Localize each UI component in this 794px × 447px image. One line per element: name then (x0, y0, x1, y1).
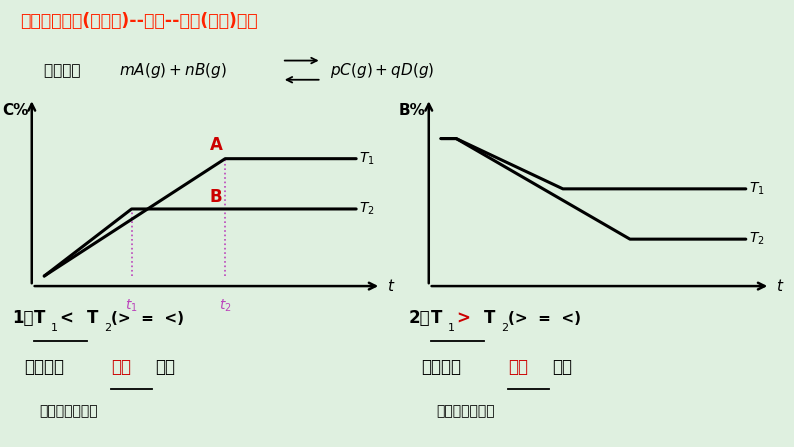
Text: 放热: 放热 (508, 358, 528, 375)
Text: T: T (87, 309, 98, 327)
Text: 1、: 1、 (12, 309, 33, 327)
Text: 1: 1 (51, 323, 58, 333)
Text: A: A (210, 135, 222, 154)
Text: 2、: 2、 (409, 309, 430, 327)
Text: $T_2$: $T_2$ (749, 231, 765, 247)
Text: 2: 2 (104, 323, 111, 333)
Text: T: T (431, 309, 442, 327)
Text: （放热、吸热）: （放热、吸热） (437, 405, 495, 418)
Text: $t$: $t$ (777, 278, 784, 294)
Text: 反应: 反应 (552, 358, 572, 375)
Text: 可逆反应: 可逆反应 (44, 63, 85, 78)
Text: $t$: $t$ (387, 278, 396, 294)
Text: $pC(g) + qD(g)$: $pC(g) + qD(g)$ (330, 61, 434, 80)
Text: (>  =  <): (> = <) (508, 311, 581, 326)
Text: <: < (60, 309, 74, 327)
Text: B: B (210, 188, 222, 206)
Text: 反应: 反应 (155, 358, 175, 375)
Text: 放热: 放热 (111, 358, 131, 375)
Text: （放热、吸热）: （放热、吸热） (40, 405, 98, 418)
Text: B%: B% (399, 103, 426, 118)
Text: (>  =  <): (> = <) (111, 311, 184, 326)
Text: 正反应是: 正反应是 (24, 358, 64, 375)
Text: $mA(g) + nB(g)$: $mA(g) + nB(g)$ (119, 61, 227, 80)
Text: T: T (34, 309, 45, 327)
Text: $t_2$: $t_2$ (219, 298, 232, 314)
Text: >: > (457, 309, 471, 327)
Text: C%: C% (2, 103, 29, 118)
Text: 2: 2 (501, 323, 508, 333)
Text: 1: 1 (448, 323, 455, 333)
Text: 三、百分含量(转化率)--时间--温度(压强)图象: 三、百分含量(转化率)--时间--温度(压强)图象 (20, 12, 257, 30)
Text: 正反应是: 正反应是 (421, 358, 461, 375)
Text: T: T (484, 309, 495, 327)
Text: $T_1$: $T_1$ (359, 151, 375, 167)
Text: $t_1$: $t_1$ (125, 298, 138, 314)
Text: $T_1$: $T_1$ (749, 181, 765, 197)
Text: $T_2$: $T_2$ (359, 201, 375, 217)
